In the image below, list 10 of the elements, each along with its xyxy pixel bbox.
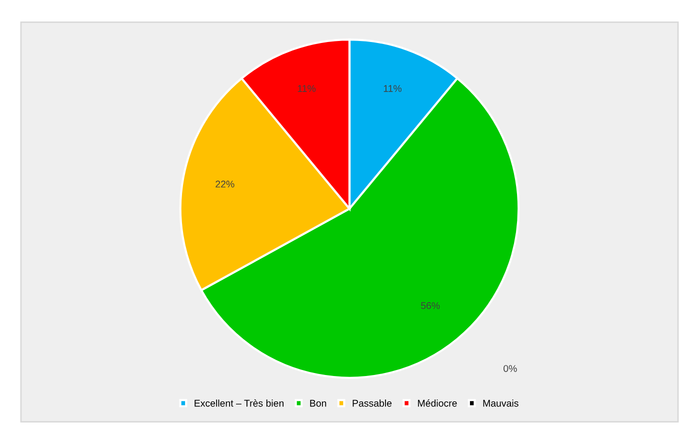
data-label: 11% (298, 85, 316, 92)
legend-label: Médiocre (418, 399, 457, 407)
data-label: 22% (216, 180, 234, 188)
text: 0% (504, 365, 517, 372)
legend-label: Mauvais (483, 400, 518, 407)
data-label: 11% (384, 85, 402, 92)
legend-label: Passable (352, 400, 392, 407)
legend-label: Excellent – Très bien (194, 399, 284, 407)
data-label: 56% (421, 302, 440, 310)
legend-label: Bon (310, 400, 326, 407)
